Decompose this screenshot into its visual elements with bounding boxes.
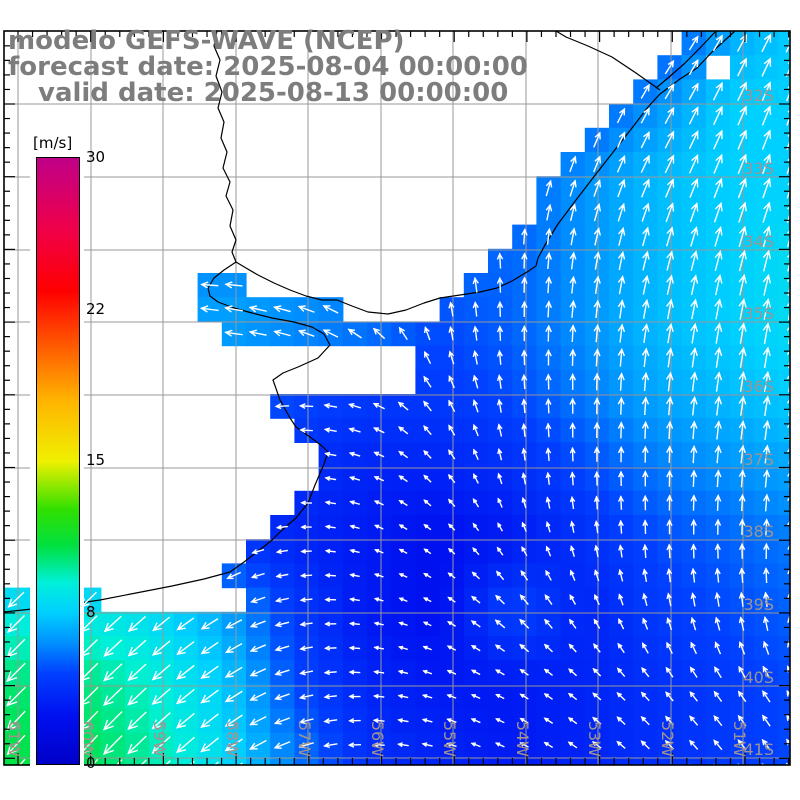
lon-label: 54W	[513, 721, 532, 757]
lon-label: 53W	[585, 721, 604, 757]
lon-label: 51W	[730, 721, 749, 757]
forecast-date: forecast date: 2025-08-04 00:00:00	[8, 52, 528, 82]
valid-date: valid date: 2025-08-13 00:00:00	[38, 78, 509, 108]
lon-label: 55W	[440, 721, 459, 757]
lat-label: 34S	[743, 232, 774, 251]
colorbar-tick-label: 22	[86, 299, 106, 318]
lat-label: 35S	[743, 304, 774, 323]
colorbar	[36, 157, 80, 765]
lat-labels: 32S 33S 34S 35S 36S 37S 38S 39S 40S 41S	[743, 86, 774, 759]
field-cells	[4, 31, 790, 765]
lat-label: 37S	[743, 450, 774, 469]
model-title: modelo GEFS-WAVE (NCEP)	[8, 26, 405, 56]
colorbar-tick-label: 30	[86, 148, 106, 166]
lon-label: 59W	[150, 721, 169, 757]
lon-label: 57W	[295, 721, 314, 757]
lat-label: 33S	[743, 159, 774, 178]
lat-label: 38S	[743, 522, 774, 541]
colorbar-tick-label: 8	[86, 602, 96, 621]
lat-label: 39S	[743, 595, 774, 614]
colorbar-unit-label: [m/s]	[33, 134, 73, 152]
colorbar-tick-label: 15	[86, 451, 106, 469]
lat-label: 36S	[743, 377, 774, 396]
colorbar-tick-label: 0	[86, 754, 96, 772]
lon-label: 52W	[658, 721, 677, 757]
lon-label: 58W	[223, 721, 242, 757]
lon-label: 61W	[5, 721, 24, 757]
map-border	[3, 30, 791, 766]
lat-label: 40S	[743, 668, 774, 687]
lat-label: 32S	[743, 86, 774, 105]
lon-labels: 61W 60W 59W 58W 57W 56W 55W 54W 53W 52W 51W	[5, 721, 749, 757]
coastline	[4, 31, 736, 613]
lon-label: 56W	[368, 721, 387, 757]
lat-label: 41S	[743, 740, 774, 759]
